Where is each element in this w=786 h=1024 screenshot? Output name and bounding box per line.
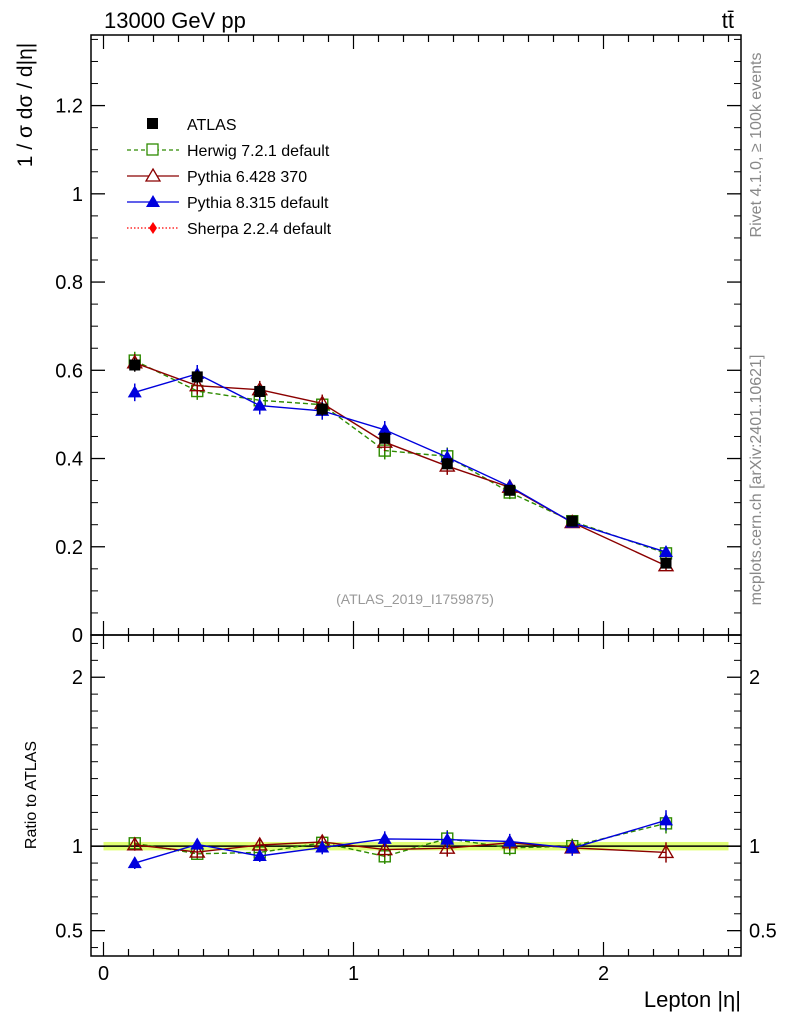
lower-point-pythia-8-315-default xyxy=(252,848,267,861)
upper-point-atlas xyxy=(566,515,578,527)
lower-point-pythia-8-315-default xyxy=(190,837,205,850)
upper-y-tick-label: 0.8 xyxy=(55,272,83,294)
lower-point-pythia-8-315-default xyxy=(440,832,455,845)
legend-entry-sherpa: Sherpa 2.2.4 default xyxy=(127,221,332,238)
upper-line-pythia-6-428-370 xyxy=(134,362,667,567)
lower-point-pythia-8-315-default xyxy=(127,856,142,869)
rivet-version-label: Rivet 4.1.0, ≥ 100k events xyxy=(748,53,765,238)
lower-y-tick-label-left: 2 xyxy=(72,667,83,689)
upper-y-tick-label: 0.6 xyxy=(55,360,83,382)
upper-y-tick-label: 0 xyxy=(72,625,83,647)
upper-point-pythia-8-315-default xyxy=(252,398,267,411)
x-tick-label: 0 xyxy=(98,963,109,985)
x-tick-label: 2 xyxy=(598,963,609,985)
legend-atlas-marker xyxy=(147,118,158,129)
upper-series-atlas xyxy=(129,358,672,569)
lower-panel: 0 1 2 0.5 0.5 1 1 2 2 xyxy=(55,634,777,985)
upper-panel: 0 0.2 0.4 0.6 0.8 1 1.2 xyxy=(55,34,742,647)
legend-herwig-marker xyxy=(146,143,159,156)
upper-y-tick-label: 0.4 xyxy=(55,449,83,471)
process-label: tt̄ xyxy=(722,8,734,33)
lower-point-pythia-8-315-default xyxy=(377,831,392,844)
lower-y-axis-label: Ratio to ATLAS xyxy=(23,741,40,849)
legend-entry-herwig: Herwig 7.2.1 default xyxy=(127,143,330,160)
lower-line-herwig-7-2-1-default xyxy=(134,822,667,858)
upper-point-atlas xyxy=(660,557,672,569)
upper-y-tick-label: 1 xyxy=(72,184,83,206)
upper-point-atlas xyxy=(129,359,141,371)
lower-y-tick-label-right: 1 xyxy=(749,836,760,858)
upper-series-pythia-6-428-370 xyxy=(126,353,675,572)
upper-line-herwig-7-2-1-default xyxy=(134,359,667,555)
x-axis-label: Lepton |η| xyxy=(644,987,741,1012)
lower-point-pythia-6-428-370 xyxy=(439,839,456,854)
lower-point-pythia-6-428-370 xyxy=(126,836,143,851)
lower-axis-ticks: 0 1 2 0.5 0.5 1 1 2 2 xyxy=(55,635,777,985)
lower-point-pythia-8-315-default xyxy=(502,834,517,847)
lower-point-pythia-8-315-default xyxy=(315,840,330,853)
legend-entry-pythia8: Pythia 8.315 default xyxy=(127,195,329,212)
lower-point-pythia-6-428-370 xyxy=(189,843,206,858)
legend-herwig-label: Herwig 7.2.1 default xyxy=(187,143,330,160)
upper-series-pythia-8-315-default xyxy=(127,365,673,558)
x-tick-label: 1 xyxy=(348,963,359,985)
upper-point-atlas xyxy=(191,371,203,383)
upper-point-atlas xyxy=(316,403,328,415)
lower-y-tick-label-right: 0.5 xyxy=(749,921,777,943)
lower-series-pythia-8-315-default xyxy=(127,810,673,869)
legend-atlas-label: ATLAS xyxy=(187,117,237,134)
lower-point-pythia-8-315-default xyxy=(659,813,673,826)
upper-y-axis-label: 1 / σ dσ / d|η| xyxy=(14,43,37,167)
lower-y-tick-label-right: 2 xyxy=(749,667,760,689)
upper-point-atlas xyxy=(254,385,266,397)
lower-plot-frame xyxy=(90,634,742,957)
upper-y-tick-label: 1.2 xyxy=(55,96,83,118)
upper-point-atlas xyxy=(441,458,453,470)
upper-point-pythia-8-315-default xyxy=(127,385,142,398)
legend-entry-atlas: ATLAS xyxy=(147,117,237,134)
upper-y-tick-label: 0.2 xyxy=(55,537,83,559)
legend-pythia6-marker xyxy=(144,167,162,182)
mcplots-label: mcplots.cern.ch [arXiv:2401.10621] xyxy=(748,355,765,606)
upper-axis-ticks: 0 0.2 0.4 0.6 0.8 1 1.2 xyxy=(55,35,741,647)
lower-series-layer xyxy=(126,810,675,869)
upper-point-pythia-8-315-default xyxy=(377,422,392,435)
legend: ATLAS Herwig 7.2.1 default Pythia 6.428 … xyxy=(127,117,332,238)
upper-point-atlas xyxy=(379,432,391,444)
upper-point-atlas xyxy=(504,484,516,496)
upper-point-pythia-6-428-370 xyxy=(189,377,206,392)
upper-point-pythia-8-315-default xyxy=(659,545,673,558)
legend-pythia6-label: Pythia 6.428 370 xyxy=(187,169,307,186)
upper-series-layer xyxy=(126,351,675,572)
lower-y-tick-label-left: 1 xyxy=(72,836,83,858)
legend-sherpa-marker xyxy=(149,222,157,234)
legend-entry-pythia6: Pythia 6.428 370 xyxy=(127,167,307,186)
legend-pythia8-marker xyxy=(146,195,160,207)
lower-point-pythia-6-428-370 xyxy=(376,841,393,856)
energy-label: 13000 GeV pp xyxy=(104,8,246,33)
legend-pythia8-label: Pythia 8.315 default xyxy=(187,195,329,212)
analysis-watermark: (ATLAS_2019_I1759875) xyxy=(336,591,494,607)
lower-y-tick-label-left: 0.5 xyxy=(55,921,83,943)
lower-line-pythia-8-315-default xyxy=(134,819,667,864)
lower-point-pythia-8-315-default xyxy=(565,841,580,854)
legend-sherpa-label: Sherpa 2.2.4 default xyxy=(187,221,332,238)
lower-point-pythia-6-428-370 xyxy=(657,844,675,859)
